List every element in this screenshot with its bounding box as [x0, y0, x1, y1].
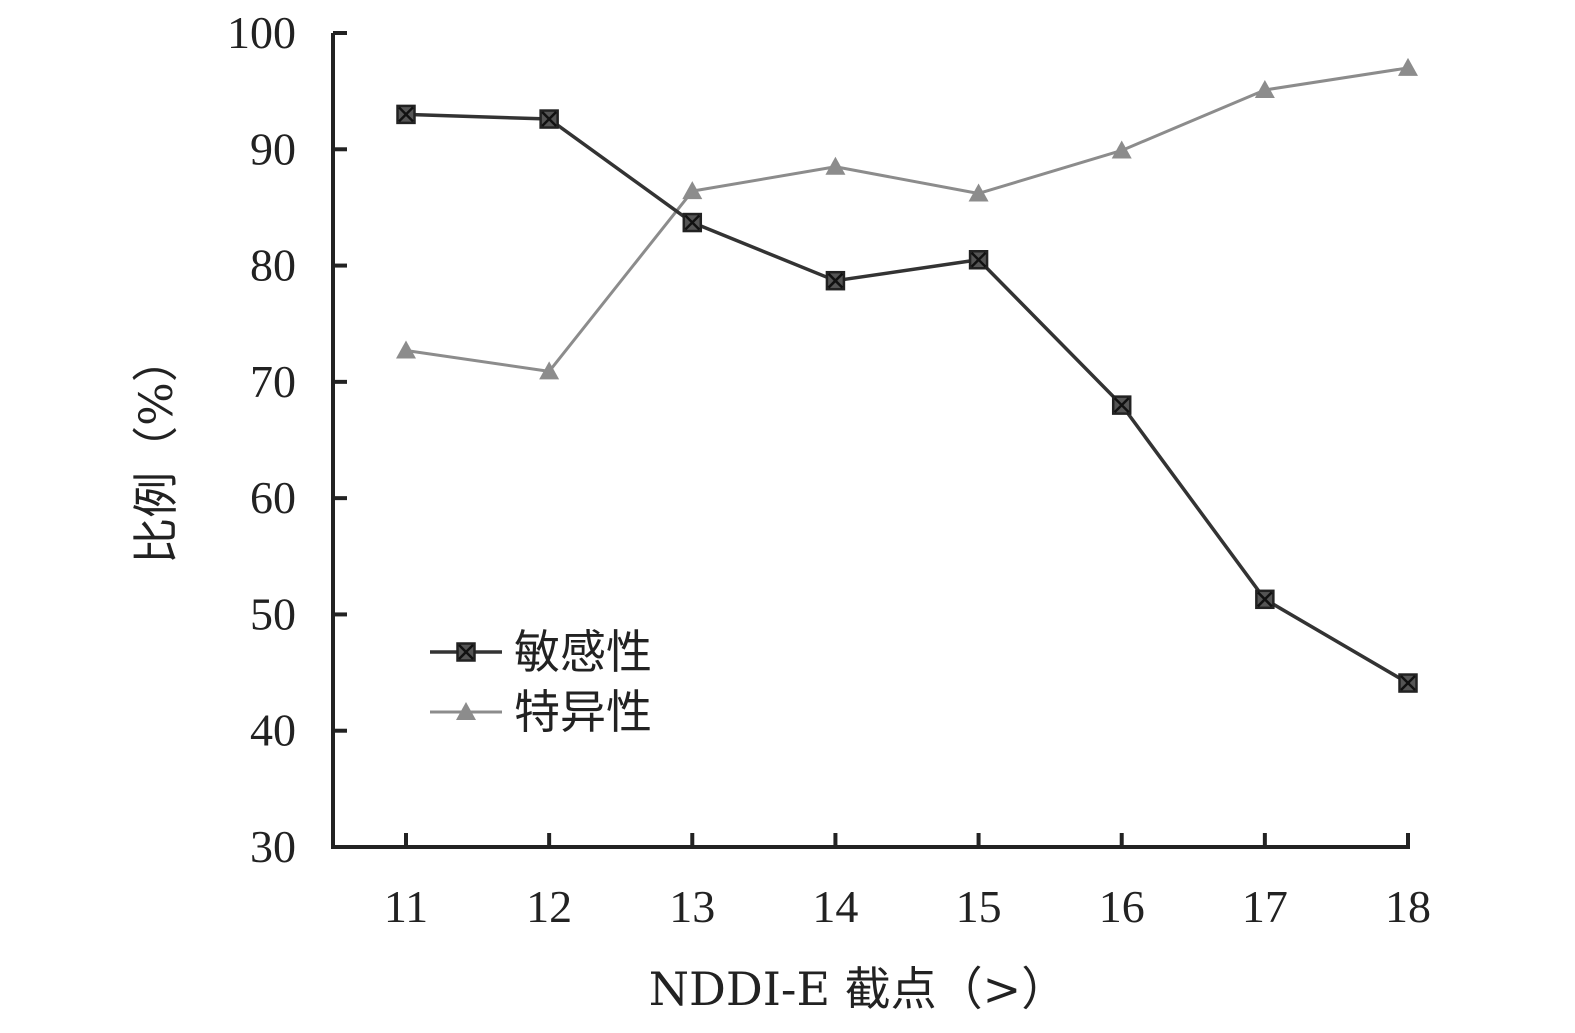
series-1-point — [682, 212, 703, 233]
y-tick-label: 60 — [250, 472, 296, 523]
series-1-point — [1111, 395, 1132, 415]
series-2-point — [539, 361, 560, 380]
series-2-line — [405, 66, 1409, 373]
x-tick-label: 11 — [384, 881, 428, 932]
series-1-point — [539, 109, 559, 129]
x-tick-label: 16 — [1099, 881, 1145, 932]
y-tick-label: 90 — [250, 123, 296, 174]
legend-item-1: 敏感性 — [430, 625, 652, 679]
y-tick-label: 100 — [227, 7, 296, 58]
series-2-point — [396, 340, 416, 359]
y-tick-label: 30 — [250, 821, 296, 872]
series-1-point — [1398, 673, 1418, 693]
x-tick-label: 18 — [1385, 881, 1431, 932]
y-tick-label: 80 — [250, 240, 296, 291]
series-2-point — [1254, 79, 1275, 98]
x-tick-label: 13 — [669, 881, 715, 932]
y-tick-label: 50 — [250, 588, 296, 639]
series-2-point — [1398, 57, 1418, 76]
legend-item-2: 特异性 — [430, 685, 652, 739]
y-tick-label: 70 — [250, 356, 296, 407]
y-axis-title: 比例（%） — [129, 336, 183, 564]
series-2 — [396, 57, 1418, 380]
x-tick-label: 14 — [812, 881, 858, 932]
series-2-point — [968, 183, 989, 202]
series-1-point — [1255, 589, 1275, 610]
axes — [331, 33, 1410, 849]
series-2-point — [682, 181, 703, 200]
x-axis-title: NDDI-E 截点（>） — [649, 962, 1067, 1016]
x-tick-label: 12 — [526, 881, 572, 932]
x-tick-label: 15 — [956, 881, 1002, 932]
series-layer — [396, 57, 1418, 693]
series-2-point — [1111, 140, 1132, 159]
x-tick-label: 17 — [1242, 881, 1288, 932]
series-1 — [396, 104, 1418, 693]
y-tick-label: 40 — [250, 705, 296, 756]
series-2-point — [825, 156, 846, 175]
legend-swatch-marker — [456, 642, 476, 662]
series-1-point — [825, 270, 846, 291]
legend-swatch-marker — [456, 702, 476, 720]
legend-label: 特异性 — [514, 685, 652, 739]
x-ticks: 11 12 13 14 15 16 17 18 — [384, 833, 1431, 932]
legend-label: 敏感性 — [514, 625, 652, 679]
series-1-line — [405, 112, 1409, 685]
y-ticks: 30 40 50 60 70 80 90 100 — [227, 7, 347, 872]
series-1-point — [396, 104, 416, 125]
series-1-point — [968, 250, 989, 270]
